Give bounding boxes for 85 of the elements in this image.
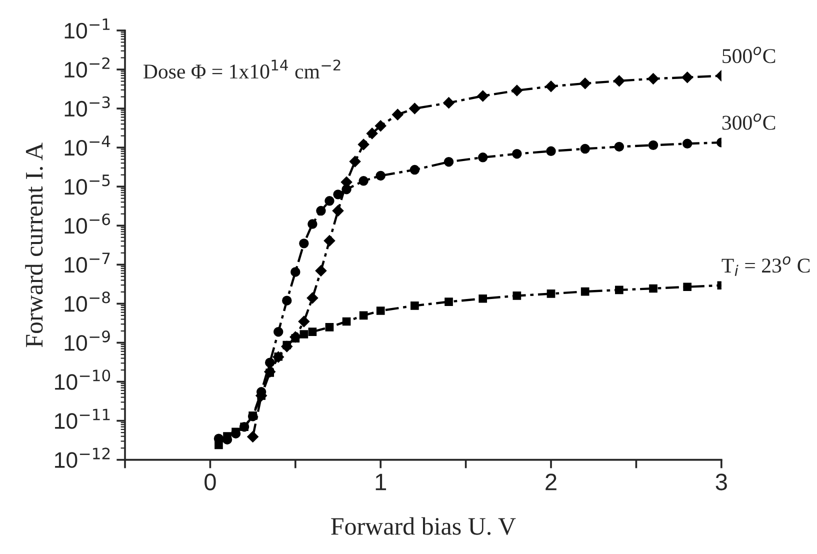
point [648,140,658,150]
point [316,206,326,216]
y-tick-label: 10$^{−9}$ [64,330,110,351]
point [240,422,248,431]
y-tick-label: 10$^{−2}$ [64,57,110,78]
point [274,326,284,337]
point [358,176,368,186]
point [580,287,590,296]
x-tick-label: 0 [204,474,216,490]
point [359,311,368,320]
point [410,302,419,310]
point [247,431,258,442]
point [614,75,625,87]
point [300,330,308,338]
point [299,238,309,248]
point [648,73,659,84]
point [324,235,336,246]
point [443,97,454,108]
point [376,170,386,181]
point [477,90,488,102]
annotation: Dose Φ = 1x10$^{14}$ cm$^{−2}$ [143,60,340,79]
point [546,290,556,298]
point [308,328,317,336]
point [333,190,343,200]
y-tick-label: 10$^{−11}$ [55,408,110,429]
y-tick-label: 10$^{−5}$ [64,174,110,195]
point [358,138,370,150]
point [325,323,334,332]
point [214,440,223,450]
point [478,152,488,162]
y-tick-label: 10$^{−3}$ [64,96,110,117]
point [366,128,378,140]
point [349,156,361,168]
point [308,219,318,229]
y-axis-title: Forward current I. A [25,142,43,348]
y-tick-label: 10$^{−7}$ [64,252,110,273]
point [324,196,334,206]
point [682,72,693,83]
point [579,78,591,90]
series-label: 300$^{o}$C [722,113,776,130]
point [649,284,658,293]
point [290,267,300,277]
point [248,412,257,420]
y-tick-label: 10$^{−10}$ [55,370,110,390]
point [392,108,404,120]
x-tick-label: 3 [716,474,727,490]
x-tick-label: 2 [546,474,556,490]
point [274,352,283,361]
point [410,164,420,175]
point [332,205,344,216]
point [683,282,692,292]
x-tick-label: 1 [376,474,386,490]
x-axis-title: Forward bias U. V [331,517,516,535]
point [545,80,557,92]
point [444,298,453,306]
point [512,292,522,300]
point [682,138,692,149]
series-label: T$_{i}$ = 23$^{o}$ C [722,256,810,276]
point [298,316,310,328]
point [511,84,523,96]
y-tick-label: 10$^{−8}$ [64,292,110,312]
point [614,142,624,152]
y-tick-label: 10$^{−6}$ [64,213,110,234]
point [376,306,385,315]
point [615,286,624,294]
point [282,340,292,350]
point [444,157,454,167]
point [375,120,386,132]
y-tick-label: 10$^{−4}$ [64,136,110,156]
point [409,102,420,114]
point [306,292,318,304]
series-label: 500$^{o}$C [722,46,776,64]
y-tick-label: 10$^{−12}$ [55,448,110,468]
point [291,334,300,342]
point [546,146,556,156]
y-tick-label: 10$^{−1}$ [64,18,110,39]
point [266,368,274,377]
point [512,148,522,159]
point [580,144,590,154]
point [342,184,352,194]
point [264,358,275,368]
point [342,317,351,326]
point [315,265,327,276]
point [282,296,292,306]
point [478,294,488,303]
